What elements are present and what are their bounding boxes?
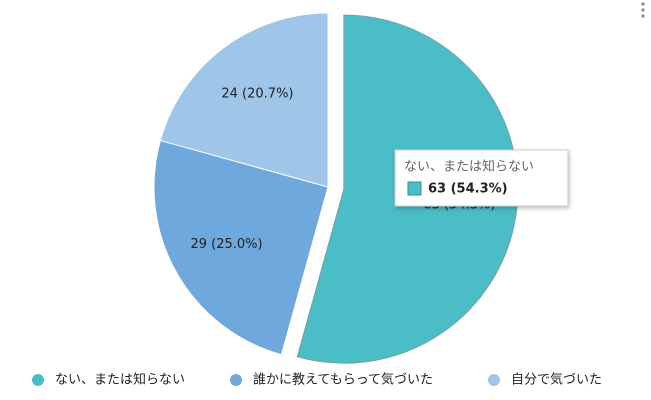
tooltip: ない、または知らない 63 (54.3%): [394, 149, 569, 207]
legend-marker: [488, 374, 500, 386]
tooltip-title: ない、または知らない: [404, 159, 534, 175]
legend-marker: [230, 374, 242, 386]
legend: ない、または知らない 誰かに教えてもらって気づいた 自分で気づいた: [32, 372, 602, 388]
pie-slice: [159, 12, 329, 188]
data-label: 29 (25.0%): [190, 237, 262, 252]
data-label: 24 (20.7%): [221, 87, 293, 102]
legend-marker: [32, 374, 44, 386]
tooltip-box: [394, 149, 569, 207]
legend-label: ない、または知らない: [55, 372, 185, 388]
pie: 63 (54.3%) 29 (25.0%) 24 (20.7%): [153, 12, 519, 364]
legend-label: 誰かに教えてもらって気づいた: [253, 372, 433, 388]
legend-label: 自分で気づいた: [511, 372, 602, 388]
pie-slice: [153, 139, 329, 356]
tooltip-value: 63 (54.3%): [428, 182, 508, 197]
tooltip-swatch: [407, 181, 422, 196]
menu-dots[interactable]: [641, 2, 645, 18]
